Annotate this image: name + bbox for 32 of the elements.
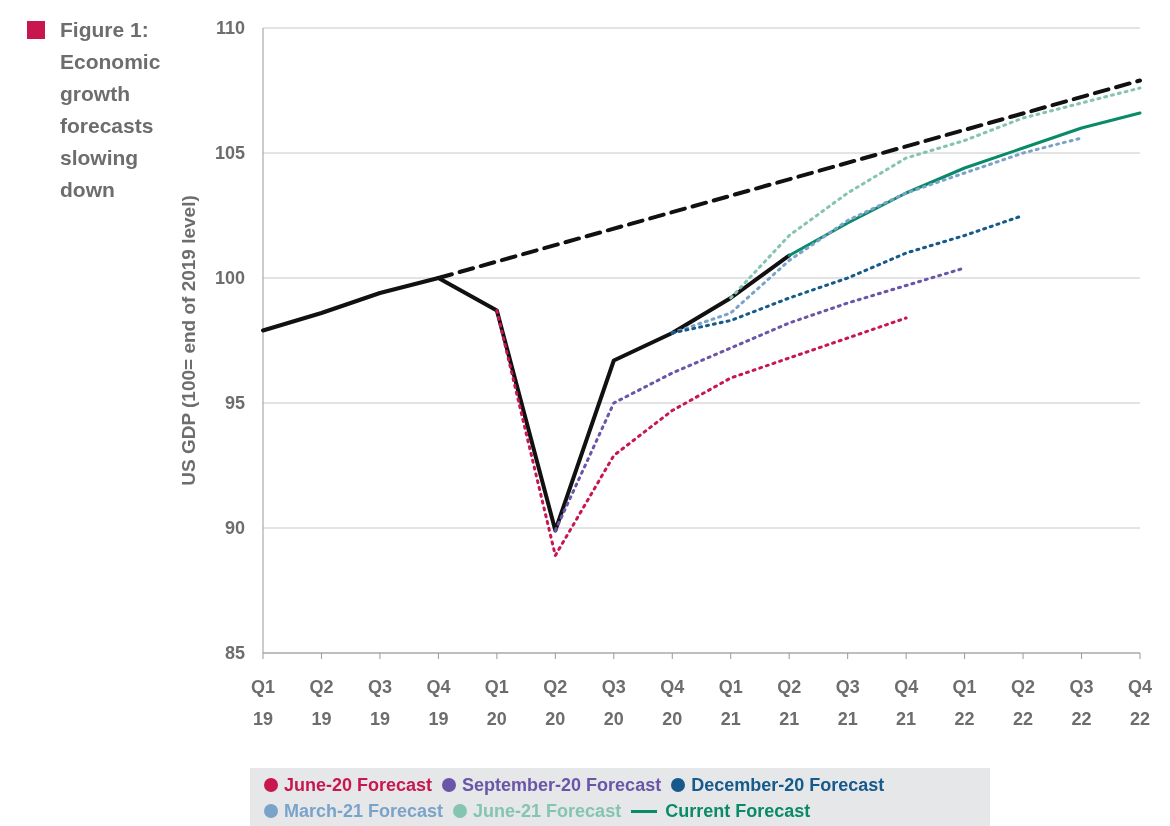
x-tick-label: Q1 20 [484, 677, 509, 729]
x-tick-label: Q3 19 [367, 677, 392, 729]
x-tick-label: Q4 20 [660, 677, 685, 729]
x-tick-label: Q3 21 [835, 677, 860, 729]
line-series [495, 309, 908, 557]
x-tick-label: Q1 22 [952, 677, 977, 729]
y-tick-label: 105 [214, 143, 245, 164]
y-tick-label: 110 [215, 18, 245, 39]
legend-label: Current Forecast [664, 800, 811, 823]
x-tick-label: Q2 22 [1011, 677, 1036, 729]
legend-label: December-20 Forecast [690, 774, 885, 797]
x-tick-label: Q1 21 [718, 677, 743, 729]
x-tick-label: Q2 20 [543, 677, 568, 729]
text: Figure 1: Economic growth forecasts slowing down [60, 17, 162, 203]
legend-label: September-20 Forecast [461, 774, 662, 797]
x-tick-label: Q1 19 [250, 677, 276, 729]
x-tick-label: Q3 20 [601, 677, 626, 729]
y-tick-label: 90 [224, 518, 245, 539]
x-tick-label: Q4 19 [426, 677, 451, 729]
x-tick-label: Q4 22 [1127, 677, 1153, 729]
x-tick-label: Q4 21 [894, 677, 919, 729]
x-tick-label: Q2 19 [309, 677, 334, 729]
legend-label: March-21 Forecast [283, 800, 444, 823]
y-tick-label: 100 [214, 268, 245, 289]
x-tick-label: Q3 22 [1069, 677, 1094, 729]
legend-label: June-21 Forecast [472, 800, 622, 823]
line-series [729, 86, 1142, 300]
x-tick-label: Q2 21 [777, 677, 802, 729]
y-axis-title: US GDP (100= end of 2019 level) [178, 195, 199, 486]
y-tick-label: 85 [224, 643, 245, 664]
legend-label: June-20 Forecast [283, 774, 433, 797]
y-tick-label: 95 [224, 393, 245, 414]
